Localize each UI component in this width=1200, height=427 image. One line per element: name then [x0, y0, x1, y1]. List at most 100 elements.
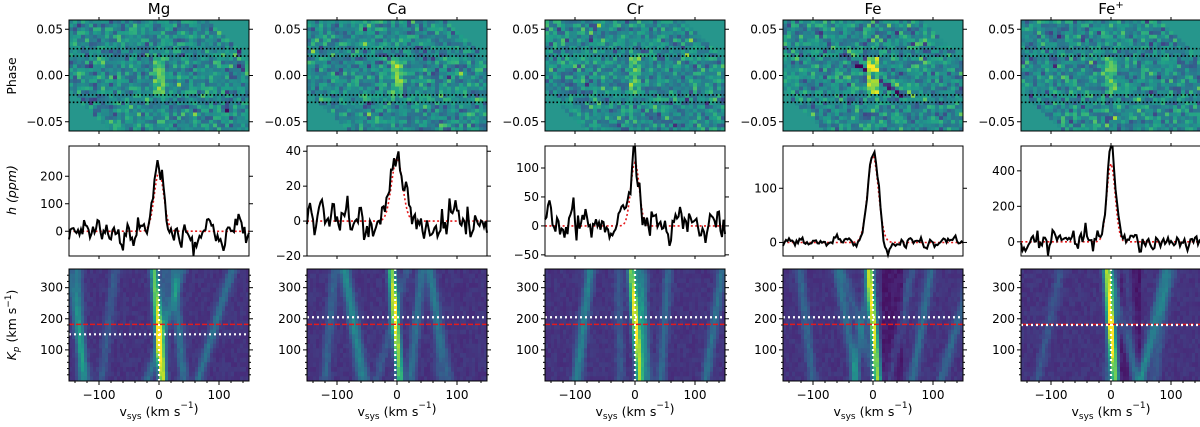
kp-heatmap-cell	[129, 357, 133, 363]
kp-heatmap-cell	[210, 301, 214, 307]
phase-heatmap-cell	[431, 82, 436, 87]
kp-heatmap-cell	[451, 306, 455, 312]
phase-heatmap-cell	[431, 64, 436, 69]
kp-heatmap-cell	[412, 301, 416, 307]
phase-heatmap-cell	[459, 34, 464, 39]
phase-heatmap-cell	[101, 20, 106, 24]
phase-heatmap-cell	[133, 49, 138, 54]
phase-heatmap-cell	[89, 34, 94, 39]
phase-heatmap-cell	[221, 68, 226, 73]
phase-heatmap-cell	[73, 34, 78, 39]
kp-heatmap-cell	[93, 301, 97, 307]
kp-heatmap-cell	[210, 334, 214, 340]
phase-heatmap-cell	[89, 27, 94, 32]
phase-heatmap-cell	[137, 101, 142, 106]
kp-heatmap-cell	[204, 297, 208, 302]
kp-heatmap-cell	[120, 343, 124, 349]
phase-heatmap-cell	[467, 127, 472, 132]
phase-heatmap-cell	[225, 112, 230, 117]
kp-heatmap-cell	[481, 325, 485, 330]
kp-heatmap-cell	[195, 376, 199, 382]
kp-heatmap-cell	[367, 334, 371, 340]
phase-heatmap-cell	[371, 60, 376, 65]
phase-heatmap-cell	[217, 53, 222, 58]
phase-heatmap-cell	[245, 94, 250, 98]
kp-heatmap-cell	[168, 353, 172, 358]
h-panel-background	[307, 146, 487, 256]
kp-heatmap-cell	[234, 362, 238, 368]
phase-heatmap-cell	[355, 108, 360, 113]
kp-heatmap-cell	[448, 287, 452, 293]
phase-heatmap-cell	[177, 101, 182, 106]
kp-heatmap-cell	[234, 315, 238, 321]
kp-heatmap-cell	[346, 329, 350, 335]
kp-heatmap-cell	[415, 301, 419, 307]
kp-heatmap-cell	[72, 353, 76, 358]
kp-heatmap-cell	[219, 348, 223, 354]
phase-heatmap-cell	[407, 42, 412, 47]
phase-heatmap-cell	[85, 60, 90, 65]
kp-heatmap-cell	[433, 269, 437, 274]
phase-heatmap-cell	[307, 42, 312, 47]
kp-heatmap-cell	[337, 278, 341, 284]
kp-heatmap-cell	[424, 334, 428, 340]
kp-heatmap-cell	[102, 301, 106, 307]
phase-heatmap-cell	[177, 34, 182, 39]
kp-heatmap-cell	[114, 273, 118, 279]
kp-heatmap-cell	[120, 320, 124, 326]
kp-heatmap-cell	[96, 339, 100, 344]
phase-heatmap-cell	[241, 90, 246, 95]
phase-heatmap-cell	[347, 108, 352, 113]
phase-heatmap-cell	[375, 123, 380, 128]
phase-heatmap-cell	[213, 94, 218, 98]
kp-heatmap-cell	[126, 371, 130, 377]
phase-heatmap-cell	[105, 68, 110, 73]
phase-heatmap-cell	[479, 64, 484, 69]
kp-heatmap-cell	[406, 297, 410, 302]
kp-heatmap-cell	[222, 325, 226, 330]
kp-heatmap-cell	[234, 371, 238, 377]
kp-heatmap-cell	[313, 325, 317, 330]
kp-heatmap-cell	[129, 376, 133, 382]
phase-heatmap-cell	[391, 53, 396, 58]
phase-heatmap-cell	[435, 97, 440, 102]
phase-heatmap-cell	[359, 127, 364, 132]
phase-heatmap-cell	[201, 119, 206, 124]
kp-heatmap-cell	[240, 343, 244, 349]
kp-heatmap-cell	[99, 357, 103, 363]
phase-heatmap-cell	[121, 71, 126, 76]
phase-heatmap-cell	[423, 49, 428, 54]
kp-heatmap-cell	[352, 278, 356, 284]
kp-heatmap-cell	[469, 278, 473, 284]
phase-heatmap-cell	[245, 101, 250, 106]
kp-heatmap-cell	[319, 283, 323, 288]
phase-heatmap-cell	[173, 31, 178, 36]
phase-heatmap-cell	[213, 86, 218, 91]
kp-heatmap-cell	[430, 278, 434, 284]
kp-heatmap-cell	[105, 371, 109, 377]
kp-heatmap-cell	[108, 343, 112, 349]
kp-heatmap-cell	[216, 339, 220, 344]
kp-heatmap-cell	[225, 292, 229, 298]
phase-heatmap-cell	[145, 105, 150, 110]
kp-heatmap-cell	[442, 283, 446, 288]
phase-heatmap-cell	[431, 42, 436, 47]
phase-heatmap-cell	[189, 79, 194, 84]
phase-heatmap-cell	[209, 31, 214, 36]
phase-heatmap-cell	[407, 127, 412, 132]
kp-heatmap-cell	[225, 376, 229, 382]
kp-heatmap-cell	[460, 325, 464, 330]
kp-heatmap-cell	[325, 297, 329, 302]
kp-heatmap-cell	[114, 362, 118, 368]
phase-heatmap-cell	[109, 97, 114, 102]
kp-heatmap-cell	[120, 269, 124, 274]
phase-heatmap-cell	[101, 34, 106, 39]
phase-heatmap-cell	[77, 71, 82, 76]
kp-heatmap-cell	[135, 273, 139, 279]
kp-heatmap-cell	[189, 339, 193, 344]
phase-heatmap-cell	[129, 101, 134, 106]
kp-heatmap-cell	[135, 334, 139, 340]
kp-heatmap-cell	[102, 329, 106, 335]
kp-heatmap-cell	[174, 357, 178, 363]
kp-heatmap-cell	[412, 292, 416, 298]
